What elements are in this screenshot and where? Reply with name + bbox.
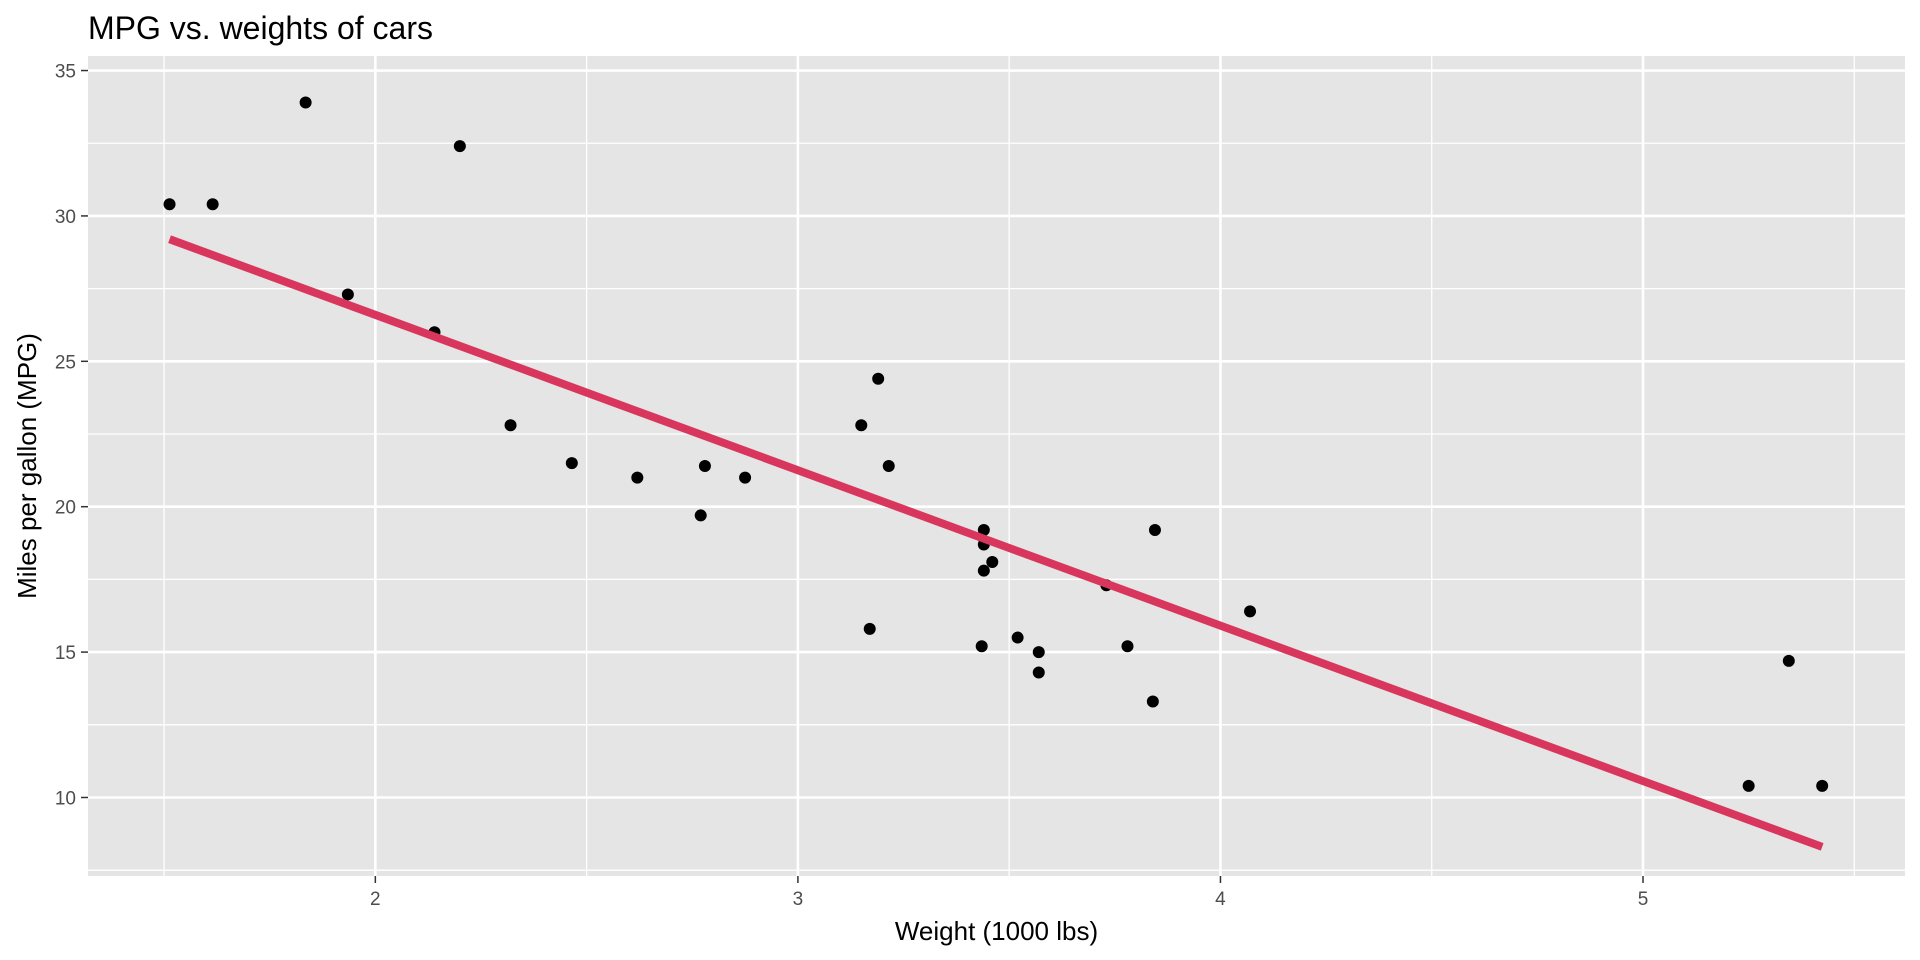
minor-gridlines xyxy=(88,56,1905,876)
data-point xyxy=(739,471,752,484)
data-point xyxy=(565,457,578,470)
data-point xyxy=(631,471,644,484)
data-point xyxy=(698,460,711,472)
y-tick-label: 20 xyxy=(55,498,76,519)
data-point xyxy=(694,509,707,522)
data-point xyxy=(1782,654,1795,667)
data-point xyxy=(1244,605,1257,618)
x-tick-label: 4 xyxy=(1215,889,1226,910)
y-tick-label: 25 xyxy=(55,352,76,373)
x-tick-label: 2 xyxy=(370,889,381,910)
data-point xyxy=(1032,646,1045,659)
trend-line xyxy=(168,235,1824,851)
data-point xyxy=(1032,666,1045,679)
data-point xyxy=(855,419,868,432)
x-tick-label: 3 xyxy=(793,889,804,910)
data-point xyxy=(1121,640,1134,653)
chart-title: MPG vs. weights of cars xyxy=(88,10,433,46)
data-point xyxy=(341,288,354,301)
y-axis-title: Miles per gallon (MPG) xyxy=(12,333,42,599)
data-point xyxy=(977,523,990,536)
y-tick-label: 35 xyxy=(55,62,76,83)
data-point xyxy=(986,555,999,568)
data-point xyxy=(975,640,988,653)
data-point xyxy=(299,96,312,109)
data-point xyxy=(504,419,517,432)
data-point xyxy=(206,198,219,211)
data-point xyxy=(882,460,895,472)
data-point xyxy=(977,564,990,577)
y-axis: 10 15 20 25 30 35 xyxy=(55,62,88,809)
x-tick-label: 5 xyxy=(1638,889,1649,910)
x-axis: 2 3 4 5 xyxy=(370,876,1648,910)
data-point xyxy=(1742,779,1755,792)
y-tick-label: 10 xyxy=(55,788,76,809)
data-point xyxy=(453,140,466,153)
data-point xyxy=(1146,695,1159,708)
data-point xyxy=(863,622,876,635)
data-point xyxy=(1148,523,1161,536)
plot-panel xyxy=(88,56,1905,876)
data-point xyxy=(1011,631,1024,644)
data-points xyxy=(163,96,1829,792)
data-point xyxy=(1816,779,1829,792)
y-tick-label: 30 xyxy=(55,207,76,228)
x-axis-title: Weight (1000 lbs) xyxy=(895,916,1098,946)
data-point xyxy=(163,198,176,211)
y-tick-label: 15 xyxy=(55,643,76,664)
data-point xyxy=(872,372,885,385)
